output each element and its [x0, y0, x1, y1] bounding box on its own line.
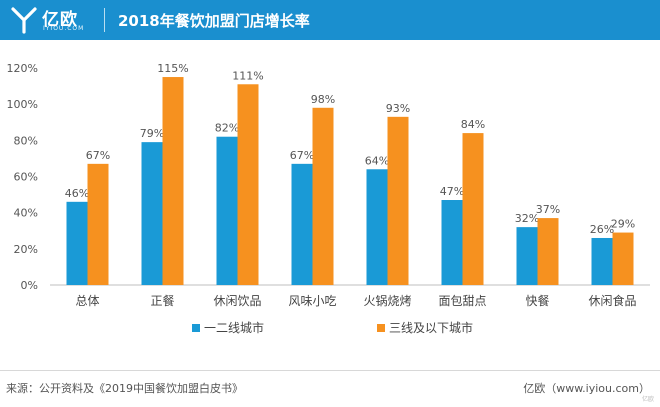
footer-divider — [0, 370, 660, 371]
header-bar: 亿欧 IYIOU.COM 2018年餐饮加盟门店增长率 — [0, 0, 660, 40]
bar-tier3-1 — [162, 77, 184, 285]
bar-tier12-6 — [516, 227, 538, 285]
bar-tier12-7 — [591, 237, 613, 285]
data-label: 47% — [440, 185, 464, 198]
x-tick-label: 休闲饮品 — [213, 294, 261, 308]
x-tick-label: 火锅烧烤 — [363, 293, 411, 308]
data-label: 98% — [311, 93, 335, 106]
y-tick-label: 0% — [21, 279, 38, 292]
data-label: 29% — [611, 218, 635, 231]
data-label: 37% — [536, 203, 560, 216]
data-label: 26% — [590, 223, 614, 236]
bar-tier3-6 — [537, 218, 559, 285]
bar-tier3-7 — [612, 232, 634, 285]
x-tick-label: 风味小吃 — [288, 294, 336, 308]
bar-tier3-0 — [87, 163, 109, 285]
y-tick-label: 60% — [14, 171, 38, 184]
legend-label: 三线及以下城市 — [389, 320, 473, 335]
data-label: 84% — [461, 118, 485, 131]
x-tick-label: 面包甜点 — [438, 294, 486, 308]
bar-tier12-5 — [441, 200, 463, 285]
watermark: 亿欧 — [641, 396, 654, 403]
y-tick-label: 120% — [7, 62, 38, 75]
logo-text: 亿欧 — [42, 10, 78, 30]
data-label: 79% — [140, 127, 164, 140]
data-label: 46% — [65, 187, 89, 200]
bar-tier12-3 — [291, 163, 313, 285]
x-tick-label: 总体 — [75, 294, 99, 308]
bar-tier12-2 — [216, 136, 238, 285]
bar-tier3-3 — [312, 107, 334, 286]
logo-subtext: IYIOU.COM — [43, 25, 85, 32]
y-tick-label: 100% — [7, 98, 38, 111]
bar-tier3-4 — [387, 116, 409, 285]
brand-credit: 亿欧（www.iyiou.com） — [523, 382, 650, 395]
bar-tier12-1 — [141, 142, 163, 285]
bar-tier12-4 — [366, 169, 388, 285]
legend-label: 一二线城市 — [204, 320, 264, 335]
source-note: 来源：公开资料及《2019中国餐饮加盟白皮书》 — [6, 382, 243, 395]
data-label: 82% — [215, 122, 239, 135]
data-label: 111% — [232, 69, 263, 82]
legend-swatch — [377, 324, 385, 332]
logo: 亿欧 IYIOU.COM — [10, 4, 100, 36]
data-label: 93% — [386, 102, 410, 115]
y-tick-label: 80% — [14, 134, 38, 147]
x-tick-label: 快餐 — [525, 293, 549, 308]
bar-tier3-5 — [462, 133, 484, 285]
data-label: 32% — [515, 212, 539, 225]
data-label: 115% — [157, 62, 188, 75]
data-label: 67% — [86, 149, 110, 162]
x-tick-label: 休闲食品 — [588, 293, 636, 308]
data-label: 64% — [365, 154, 389, 167]
bar-chart: 0% 20% 40% 60% 80% 100% 120% 46% 67% 总体 79% 115% 正餐 8… — [7, 62, 650, 335]
y-tick-label: 20% — [14, 243, 38, 256]
bar-tier3-2 — [237, 84, 259, 286]
data-label: 67% — [290, 149, 314, 162]
bar-tier12-0 — [66, 201, 88, 285]
x-tick-label: 正餐 — [150, 293, 174, 308]
y-tick-label: 40% — [14, 207, 38, 220]
legend-swatch — [192, 324, 200, 332]
header-divider — [104, 8, 105, 32]
chart-title: 2018年餐饮加盟门店增长率 — [118, 12, 310, 30]
logo-icon — [11, 7, 37, 34]
